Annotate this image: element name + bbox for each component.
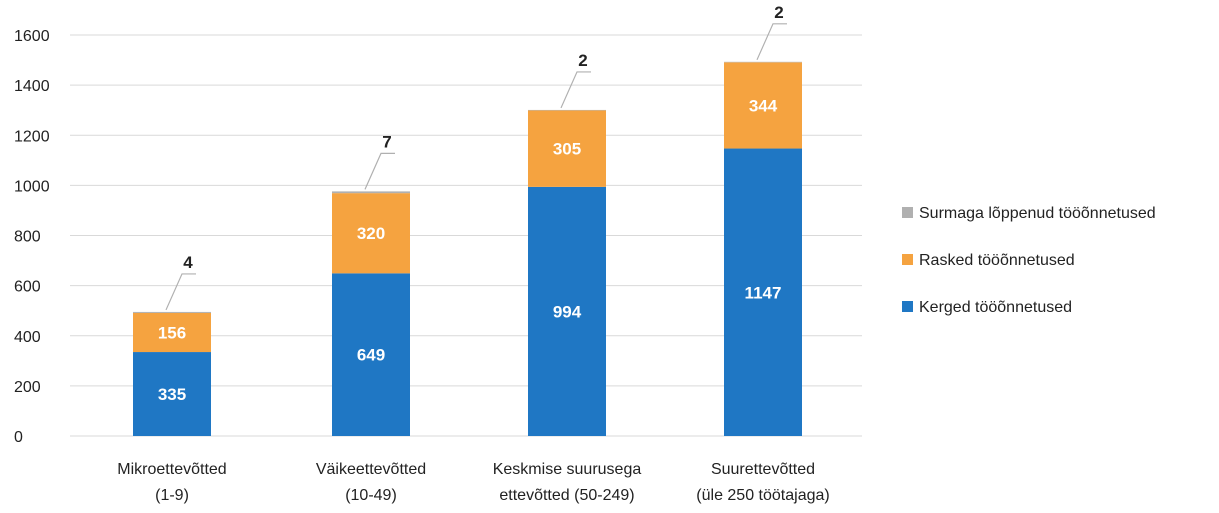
x-tick-label: Keskmise suurusega bbox=[493, 461, 642, 478]
bars bbox=[133, 61, 802, 436]
bar-segment bbox=[133, 312, 211, 353]
bar-segment bbox=[724, 148, 802, 436]
y-axis: 0 200 400 600 800 1000 1200 1400 1600 bbox=[14, 28, 50, 446]
data-label: 156 bbox=[158, 323, 186, 342]
legend: Surmaga lõppenud tööõnnetused Rasked tööõ… bbox=[902, 205, 1156, 316]
data-label: 320 bbox=[357, 224, 385, 243]
bar-segment bbox=[133, 311, 211, 313]
y-tick-label: 0 bbox=[14, 429, 23, 446]
x-tick-label: (üle 250 töötajaga) bbox=[696, 487, 829, 504]
legend-label: Kerged tööõnnetused bbox=[919, 299, 1072, 316]
x-tick-label: Suurettevõtted bbox=[711, 461, 815, 478]
data-labels: 335 156 4 649 320 7 994 305 2 1147 344 2 bbox=[158, 3, 787, 404]
legend-swatch bbox=[902, 254, 913, 265]
legend-swatch bbox=[902, 207, 913, 218]
x-tick-label: Väikeettevõtted bbox=[316, 461, 426, 478]
leader-line bbox=[165, 273, 196, 311]
bar-segment bbox=[724, 62, 802, 149]
leader-line bbox=[364, 152, 395, 190]
data-label: 994 bbox=[553, 302, 582, 321]
y-tick-label: 400 bbox=[14, 329, 41, 346]
legend-label: Rasked tööõnnetused bbox=[919, 252, 1075, 269]
bar-segment bbox=[332, 273, 410, 436]
bar-segment bbox=[528, 109, 606, 111]
bar-segment bbox=[724, 61, 802, 63]
data-label: 344 bbox=[749, 96, 778, 115]
x-tick-label: (10-49) bbox=[345, 487, 397, 504]
x-tick-label: Mikroettevõtted bbox=[117, 461, 226, 478]
bar-segment bbox=[332, 193, 410, 274]
y-tick-label: 1200 bbox=[14, 128, 50, 145]
data-label: 305 bbox=[553, 140, 581, 159]
data-label: 2 bbox=[774, 3, 783, 22]
bar-segment bbox=[528, 110, 606, 187]
data-label: 649 bbox=[357, 346, 385, 365]
y-tick-label: 1000 bbox=[14, 178, 50, 195]
x-tick-label: (1-9) bbox=[155, 487, 189, 504]
data-label: 7 bbox=[382, 132, 391, 151]
data-label: 2 bbox=[578, 51, 587, 70]
y-tick-label: 200 bbox=[14, 379, 41, 396]
bar-segment bbox=[133, 352, 211, 436]
leader-line bbox=[756, 23, 787, 61]
y-tick-label: 1600 bbox=[14, 28, 50, 45]
x-tick-label: ettevõtted (50-249) bbox=[499, 487, 634, 504]
x-axis: Mikroettevõtted (1-9) Väikeettevõtted (10-4… bbox=[117, 461, 829, 504]
data-label: 4 bbox=[183, 253, 193, 272]
legend-label: Surmaga lõppenud tööõnnetused bbox=[919, 205, 1156, 222]
y-tick-label: 1400 bbox=[14, 78, 50, 95]
data-label: 1147 bbox=[745, 283, 782, 302]
legend-swatch bbox=[902, 301, 913, 312]
bar-segment bbox=[528, 186, 606, 436]
y-tick-label: 600 bbox=[14, 279, 41, 296]
data-label: 335 bbox=[158, 385, 186, 404]
leader-line bbox=[560, 71, 591, 109]
y-tick-label: 800 bbox=[14, 229, 41, 246]
bar-segment bbox=[332, 191, 410, 194]
